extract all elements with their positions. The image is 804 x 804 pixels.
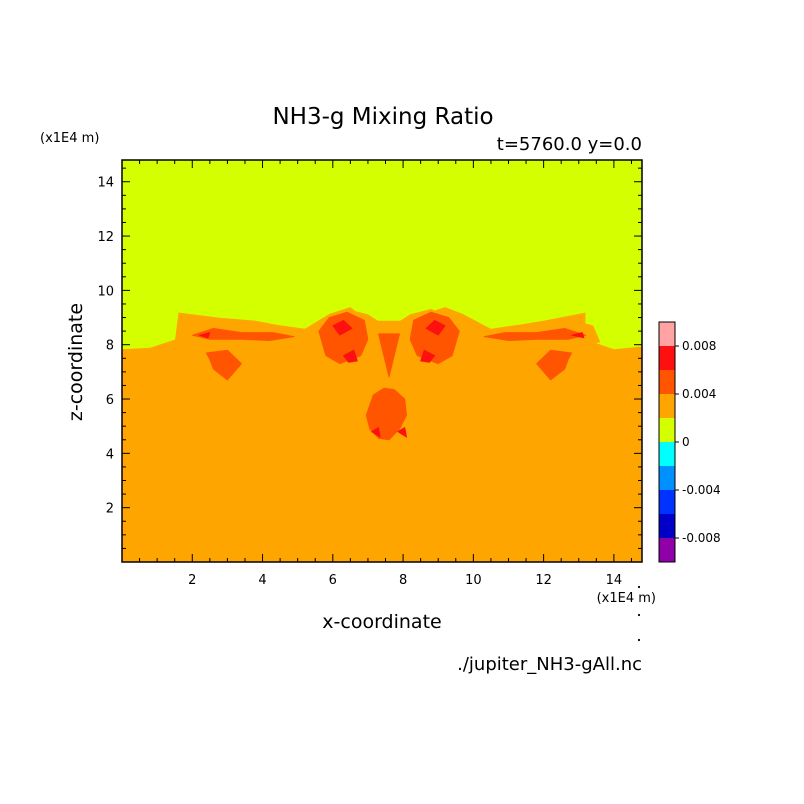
x-tick-label: 8: [399, 573, 407, 588]
colorbar-tick-label: -0.008: [682, 531, 721, 545]
x-tick-label: 6: [329, 573, 337, 588]
x-tick-label: 12: [535, 573, 552, 588]
x-axis-unit: (x1E4 m): [597, 591, 656, 606]
contour-region-3: [483, 327, 587, 342]
colorbar-swatch-8: [659, 346, 675, 370]
x-tick-label: 4: [258, 573, 266, 588]
y-tick-label: 10: [97, 284, 114, 299]
colorbar-swatch-6: [659, 394, 675, 418]
y-tick-label: 12: [97, 230, 114, 245]
colorbar: 0.008 0.004 0 -0.004 -0.008: [658, 321, 721, 563]
dot-markers: [637, 585, 641, 642]
colorbar-swatch-2: [659, 490, 675, 514]
contour-region-5: [409, 311, 460, 365]
colorbar-tick-label: 0.004: [682, 387, 716, 401]
y-tick-label: 8: [106, 339, 114, 354]
x-tick-label: 10: [465, 573, 482, 588]
contour-region-16: [198, 332, 211, 339]
contour-region-11: [342, 349, 358, 363]
y-tick-label: 6: [106, 393, 114, 408]
contour-region-17: [571, 332, 585, 339]
dot-marker: [637, 585, 641, 589]
y-axis-unit: (x1E4 m): [40, 131, 99, 146]
x-axis-label: x-coordinate: [322, 611, 441, 633]
contour-region-2: [191, 327, 295, 342]
contour-region-7: [365, 387, 408, 441]
contour-region-6: [378, 333, 401, 378]
chart-title: NH3-g Mixing Ratio: [272, 104, 493, 130]
colorbar-swatch-4: [659, 442, 675, 466]
colorbar-swatch-5: [659, 418, 675, 442]
y-axis-label: z-coordinate: [65, 303, 87, 421]
contour-region-9: [536, 349, 573, 381]
source-filename: ./jupiter_NH3-gAll.nc: [457, 654, 642, 675]
contour-field: [122, 160, 642, 562]
contour-region-4: [318, 311, 369, 365]
colorbar-swatch-1: [659, 514, 675, 538]
colorbar-swatch-7: [659, 370, 675, 394]
contour-region-13: [420, 349, 436, 363]
y-tick-label: 2: [106, 502, 114, 517]
contour-region-8: [205, 349, 242, 381]
x-tick-label: 2: [188, 573, 196, 588]
plot-frame: [121, 159, 643, 563]
plot-area: 2 4 6 8 10 12 14 2 4 6 8 10 12 14: [97, 159, 643, 588]
colorbar-tick-label: 0.008: [682, 339, 716, 353]
colorbar-tick-label: -0.004: [682, 483, 721, 497]
dot-marker: [637, 613, 641, 617]
colorbar-tick-label: 0: [682, 435, 690, 449]
colorbar-swatch-9: [659, 322, 675, 346]
contour-region-15: [397, 427, 408, 438]
contour-region-12: [425, 319, 446, 336]
y-tick-label: 14: [97, 176, 114, 191]
y-tick-label: 4: [106, 447, 114, 462]
colorbar-swatch-3: [659, 466, 675, 490]
x-tick-label: 14: [606, 573, 623, 588]
contour-region-1: [174, 308, 601, 352]
contour-region-14: [371, 427, 381, 438]
contour-region-10: [332, 319, 353, 336]
chart-subtitle: t=5760.0 y=0.0: [497, 134, 642, 155]
dot-marker: [637, 638, 641, 642]
colorbar-swatch-0: [659, 538, 675, 562]
